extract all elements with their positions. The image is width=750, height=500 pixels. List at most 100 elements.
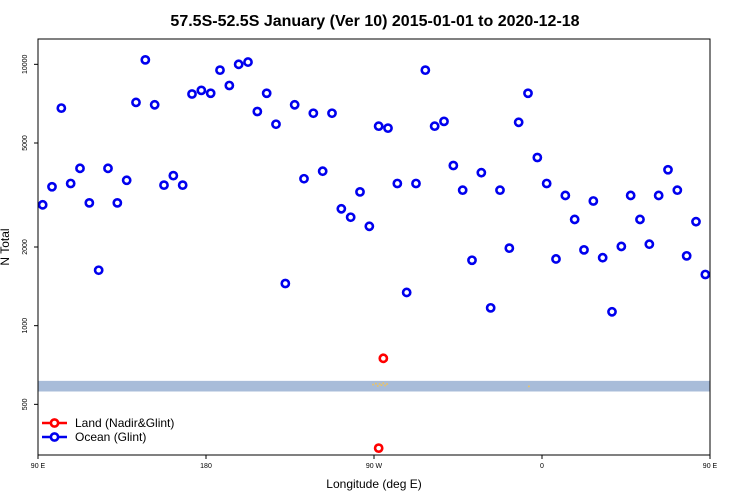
ocean-point (168, 170, 179, 181)
ocean-point (495, 185, 505, 196)
ocean-point (75, 163, 85, 174)
ocean-point (327, 108, 337, 119)
x-tick-label: 0 (540, 463, 544, 470)
ocean-point (383, 123, 393, 134)
ocean-point (345, 212, 356, 223)
ocean-point (373, 121, 384, 132)
ocean-point (289, 99, 300, 110)
ocean-point (513, 117, 524, 128)
ocean-point (588, 196, 599, 206)
ocean-point (681, 250, 692, 261)
land-dot (384, 384, 387, 387)
land-point (373, 443, 384, 454)
ocean-point (392, 178, 403, 189)
legend-swatch-marker (49, 432, 60, 442)
y-tick-label: 1000 (22, 318, 29, 334)
ocean-point (551, 254, 561, 264)
ocean-point (653, 190, 664, 201)
ocean-point (644, 239, 655, 250)
ocean-point (616, 241, 627, 252)
land-dot (380, 384, 383, 387)
ocean-point (672, 185, 683, 196)
land-point (378, 353, 389, 364)
ocean-point (261, 88, 272, 99)
ocean-point (448, 160, 459, 171)
ocean-point (467, 255, 477, 266)
ocean-point (317, 166, 328, 177)
ocean-point (299, 173, 309, 184)
ocean-point (457, 185, 468, 196)
y-tick-label: 500 (22, 398, 29, 410)
ocean-point (56, 103, 67, 114)
ocean-point (700, 269, 711, 280)
ocean-point (205, 88, 216, 99)
ocean-point (112, 197, 123, 208)
ocean-point (121, 175, 132, 186)
ocean-point (607, 306, 617, 317)
y-tick-label: 5000 (22, 135, 29, 151)
ocean-point (597, 252, 608, 263)
ocean-point (523, 88, 533, 99)
ocean-point (140, 54, 151, 65)
ocean-point (560, 190, 571, 201)
land-dot (527, 385, 530, 388)
ocean-point (215, 65, 225, 76)
ocean-point (65, 178, 76, 189)
ocean-point (532, 152, 543, 163)
ocean-point (504, 243, 515, 254)
ocean-point (37, 199, 48, 210)
legend-label: Land (Nadir&Glint) (75, 416, 174, 430)
land-mask-band (38, 380, 710, 392)
ocean-point (569, 214, 580, 225)
ocean-point (635, 214, 645, 225)
x-tick-label: 90 W (366, 463, 383, 470)
ocean-point (187, 89, 197, 99)
ocean-point (224, 80, 235, 91)
ocean-point (411, 178, 421, 189)
x-tick-label: 90 E (31, 463, 46, 470)
ocean-point (420, 65, 431, 76)
ocean-point (159, 180, 169, 191)
land-dot (374, 382, 377, 385)
ocean-point (84, 197, 95, 208)
ocean-point (233, 59, 244, 70)
ocean-point (541, 178, 552, 189)
ocean-point (149, 99, 160, 110)
y-axis-label: N Total (0, 228, 12, 265)
ocean-point (485, 302, 496, 313)
ocean-point (364, 221, 375, 232)
ocean-point (476, 167, 487, 178)
land-dot (372, 383, 375, 386)
land-dot (378, 383, 381, 386)
land-dot (386, 383, 389, 386)
ocean-point (663, 164, 673, 175)
ocean-point (271, 119, 281, 130)
ocean-point (47, 181, 57, 192)
land-dot (382, 382, 385, 385)
y-axis: 500 1000 2000 5000 10000 (22, 54, 38, 410)
ocean-point (243, 57, 253, 67)
x-axis-label: Longitude (deg E) (326, 477, 421, 491)
y-tick-label: 2000 (22, 239, 29, 255)
ocean-point (625, 190, 636, 201)
ocean-point (196, 85, 207, 96)
legend-swatch-marker (49, 418, 60, 428)
ocean-point (252, 106, 263, 117)
ocean-point (280, 278, 291, 289)
ocean-point (691, 216, 701, 227)
chart-title: 57.5S-52.5S January (Ver 10) 2015-01-01 … (170, 13, 579, 30)
ocean-point (308, 108, 319, 119)
ocean-point (355, 186, 365, 197)
ocean-point (401, 287, 412, 298)
ocean-point (131, 97, 141, 108)
ocean-point (429, 121, 440, 132)
ocean-point (439, 116, 449, 127)
ocean-point (103, 163, 113, 174)
x-tick-label: 90 E (703, 463, 718, 470)
legend-label: Ocean (Glint) (75, 430, 146, 444)
legend: Land (Nadir&Glint)Ocean (Glint) (42, 416, 174, 444)
ocean-point (336, 203, 347, 214)
land-dot (376, 384, 379, 387)
